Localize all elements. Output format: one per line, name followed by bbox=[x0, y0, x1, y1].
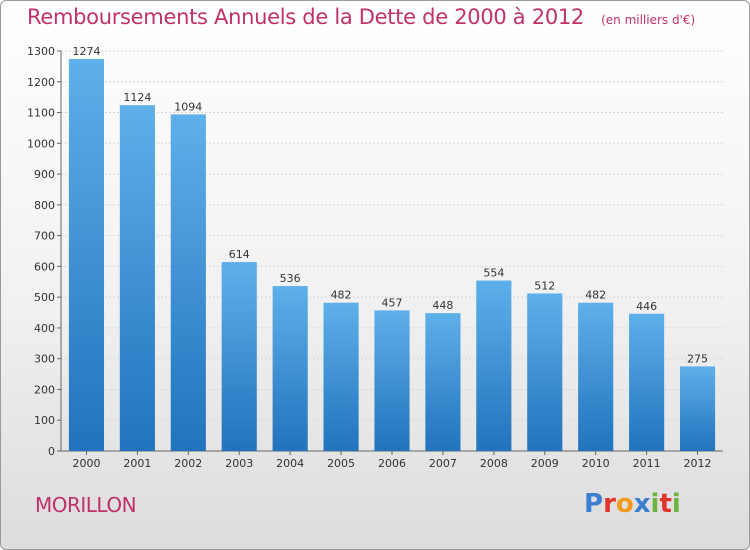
logo-letter: i bbox=[650, 489, 660, 519]
bar-value-label: 1094 bbox=[174, 100, 202, 113]
y-tick-label: 300 bbox=[34, 353, 55, 366]
y-tick-label: 100 bbox=[34, 414, 55, 427]
y-tick-label: 0 bbox=[48, 445, 55, 458]
bar bbox=[476, 280, 512, 451]
x-tick-label: 2010 bbox=[582, 457, 610, 470]
title-row: Remboursements Annuels de la Dette de 20… bbox=[27, 5, 695, 29]
bar bbox=[272, 286, 308, 451]
x-tick-label: 2004 bbox=[276, 457, 304, 470]
chart-unit: (en milliers d'€) bbox=[601, 13, 696, 27]
proxiti-logo: Proxiti bbox=[584, 489, 681, 519]
x-tick-label: 2002 bbox=[174, 457, 202, 470]
x-tick-label: 2009 bbox=[531, 457, 559, 470]
bar-value-label: 1274 bbox=[72, 45, 100, 58]
logo-letter: t bbox=[659, 489, 672, 519]
x-tick-label: 2008 bbox=[480, 457, 508, 470]
y-tick-label: 1300 bbox=[27, 45, 55, 58]
x-tick-label: 2006 bbox=[378, 457, 406, 470]
logo-letter: o bbox=[615, 489, 634, 519]
x-tick-label: 2003 bbox=[225, 457, 253, 470]
y-tick-label: 1100 bbox=[27, 107, 55, 120]
bar bbox=[221, 262, 257, 451]
x-tick-label: 2000 bbox=[72, 457, 100, 470]
y-tick-label: 700 bbox=[34, 230, 55, 243]
y-axis: 0 100 200 300 400 500 600 700 800 900 1000 1100 1200… bbox=[27, 45, 723, 458]
logo-letter: P bbox=[584, 489, 604, 519]
x-axis-ticks: 2000 2001 2002 2003 2004 2005 2006 2007 2008 2009… bbox=[72, 451, 712, 470]
bar-value-label: 614 bbox=[229, 248, 250, 261]
bar-value-label: 536 bbox=[280, 272, 301, 285]
bar bbox=[425, 313, 461, 451]
bar-value-label: 448 bbox=[432, 299, 453, 312]
bar-value-label: 482 bbox=[585, 289, 606, 302]
bar-value-label: 482 bbox=[331, 289, 352, 302]
x-tick-label: 2011 bbox=[633, 457, 661, 470]
bar-value-label: 457 bbox=[382, 296, 403, 309]
x-tick-label: 2012 bbox=[684, 457, 712, 470]
bar-value-label: 275 bbox=[687, 352, 708, 365]
y-tick-label: 800 bbox=[34, 199, 55, 212]
bar-value-label: 554 bbox=[483, 267, 504, 280]
y-tick-label: 200 bbox=[34, 383, 55, 396]
bar-value-label: 1124 bbox=[123, 91, 151, 104]
logo-letter: r bbox=[603, 489, 616, 519]
x-tick-label: 2005 bbox=[327, 457, 355, 470]
data-labels: 1274 1124 1094 614 536 482 457 448 554 512 482 446 2… bbox=[72, 45, 708, 365]
x-tick-label: 2001 bbox=[123, 457, 151, 470]
x-tick-label: 2007 bbox=[429, 457, 457, 470]
y-tick-label: 400 bbox=[34, 322, 55, 335]
logo-letter: x bbox=[633, 489, 651, 519]
y-tick-label: 1200 bbox=[27, 76, 55, 89]
bar-value-label: 446 bbox=[636, 300, 657, 313]
y-tick-label: 600 bbox=[34, 260, 55, 273]
y-tick-label: 1000 bbox=[27, 137, 55, 150]
y-tick-label: 900 bbox=[34, 168, 55, 181]
bar bbox=[323, 302, 359, 451]
logo-letter: i bbox=[671, 489, 681, 519]
y-tick-label: 500 bbox=[34, 291, 55, 304]
bar bbox=[119, 105, 155, 452]
bar bbox=[679, 366, 716, 451]
bar bbox=[629, 313, 665, 451]
bar bbox=[68, 59, 105, 451]
bar bbox=[374, 310, 410, 451]
commune-name: MORILLON bbox=[35, 493, 137, 517]
bar bbox=[578, 302, 614, 451]
bar-value-label: 512 bbox=[534, 279, 555, 292]
chart-title: Remboursements Annuels de la Dette de 20… bbox=[27, 5, 584, 29]
bar bbox=[527, 293, 563, 451]
bars bbox=[68, 59, 716, 452]
bar bbox=[170, 114, 206, 451]
